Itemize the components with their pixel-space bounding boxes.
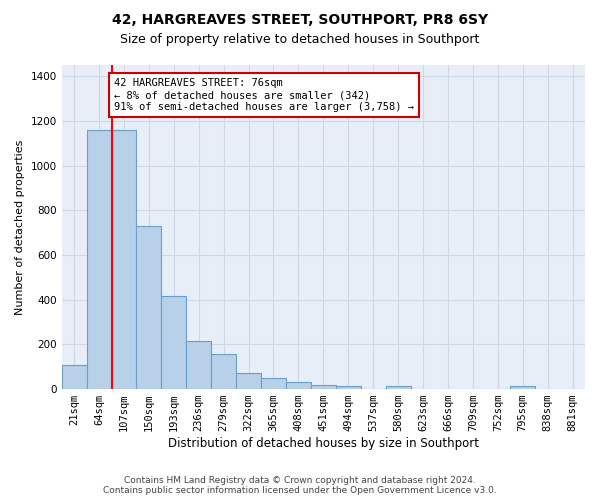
- Bar: [86, 130, 112, 389]
- Bar: [386, 386, 410, 389]
- Y-axis label: Number of detached properties: Number of detached properties: [15, 140, 25, 314]
- Text: Size of property relative to detached houses in Southport: Size of property relative to detached ho…: [121, 32, 479, 46]
- Text: 42 HARGREAVES STREET: 76sqm
← 8% of detached houses are smaller (342)
91% of sem: 42 HARGREAVES STREET: 76sqm ← 8% of deta…: [114, 78, 414, 112]
- Bar: [236, 373, 261, 389]
- Bar: [186, 341, 211, 389]
- Bar: [510, 386, 535, 389]
- Bar: [261, 378, 286, 389]
- X-axis label: Distribution of detached houses by size in Southport: Distribution of detached houses by size …: [168, 437, 479, 450]
- Text: 42, HARGREAVES STREET, SOUTHPORT, PR8 6SY: 42, HARGREAVES STREET, SOUTHPORT, PR8 6S…: [112, 12, 488, 26]
- Bar: [112, 130, 136, 389]
- Bar: [311, 384, 336, 389]
- Bar: [62, 365, 86, 389]
- Bar: [211, 354, 236, 389]
- Bar: [136, 226, 161, 389]
- Bar: [336, 386, 361, 389]
- Bar: [161, 296, 186, 389]
- Bar: [286, 382, 311, 389]
- Text: Contains HM Land Registry data © Crown copyright and database right 2024.
Contai: Contains HM Land Registry data © Crown c…: [103, 476, 497, 495]
